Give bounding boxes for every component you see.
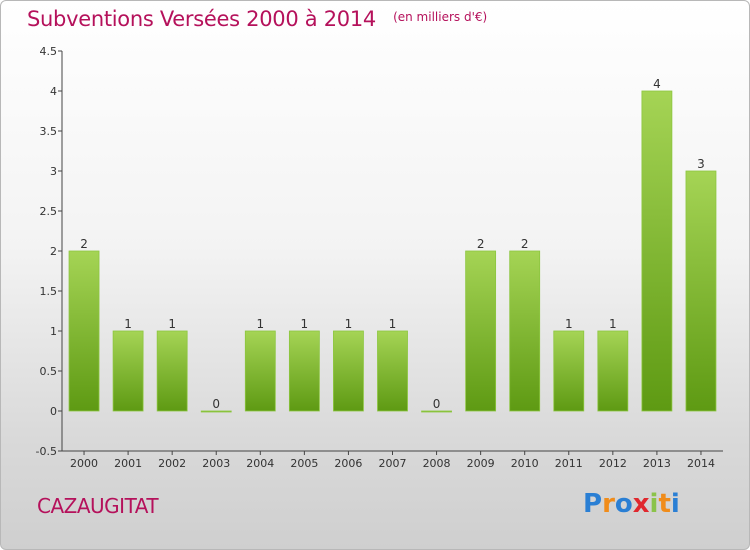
x-tick-label: 2006 [334,457,362,470]
y-tick-label: 2.5 [40,205,58,218]
logo-letter: i [670,489,680,519]
title-row: Subventions Versées 2000 à 2014 (en mill… [27,7,487,31]
data-label: 0 [433,397,441,411]
data-label: 2 [521,237,529,251]
x-tick-label: 2003 [202,457,230,470]
data-label: 0 [212,397,220,411]
y-tick-label: 0.5 [40,365,58,378]
y-tick-label: 4 [50,85,57,98]
data-label: 2 [80,237,88,251]
logo-letter: o [614,489,633,519]
logo-letter: P [583,489,603,519]
data-label: 1 [168,317,176,331]
bar [68,250,100,412]
x-tick-label: 2001 [114,457,142,470]
y-tick-label: 3 [50,165,57,178]
commune-name: CAZAUGITAT [37,494,159,518]
bar [112,330,144,412]
data-label: 1 [609,317,617,331]
y-tick-label: 1 [50,325,57,338]
proxiti-logo[interactable]: Proxiti [583,489,680,519]
x-tick-label: 2000 [70,457,98,470]
bar [509,250,541,412]
y-tick-label: 1.5 [40,285,58,298]
x-tick-label: 2014 [687,457,715,470]
chart-title: Subventions Versées 2000 à 2014 [27,7,376,31]
data-label: 1 [301,317,309,331]
x-tick-label: 2011 [555,457,583,470]
x-tick-label: 2004 [246,457,274,470]
bar [156,330,188,412]
y-tick-label: 4.5 [40,45,58,58]
logo-letter: r [602,489,615,519]
bar [288,330,320,412]
x-tick-label: 2012 [599,457,627,470]
x-tick-label: 2008 [423,457,451,470]
logo-letter: i [649,489,659,519]
bar [641,90,673,412]
data-label: 2 [477,237,485,251]
bar [421,410,452,413]
x-tick-label: 2005 [290,457,318,470]
bar [200,410,232,413]
x-tick-label: 2009 [467,457,495,470]
data-label: 1 [565,317,573,331]
logo-letter: t [658,489,671,519]
data-label: 3 [697,157,705,171]
x-tick-label: 2007 [379,457,407,470]
data-label: 1 [256,317,264,331]
bar [377,330,408,412]
y-tick-label: 3.5 [40,125,58,138]
data-label: 1 [389,317,397,331]
bar [553,330,585,412]
x-tick-label: 2010 [511,457,539,470]
bar [333,330,364,412]
logo-letter: x [632,489,650,519]
data-label: 1 [345,317,353,331]
y-tick-label: -0.5 [36,445,57,458]
chart-subtitle: (en milliers d'€) [393,10,488,24]
y-tick-label: 2 [50,245,57,258]
data-label: 4 [653,77,661,91]
bar [685,170,717,412]
y-tick-label: 0 [50,405,57,418]
data-label: 1 [124,317,132,331]
x-tick-label: 2013 [643,457,671,470]
bar [244,330,276,412]
bar [465,250,497,412]
bar [597,330,629,412]
x-tick-label: 2002 [158,457,186,470]
